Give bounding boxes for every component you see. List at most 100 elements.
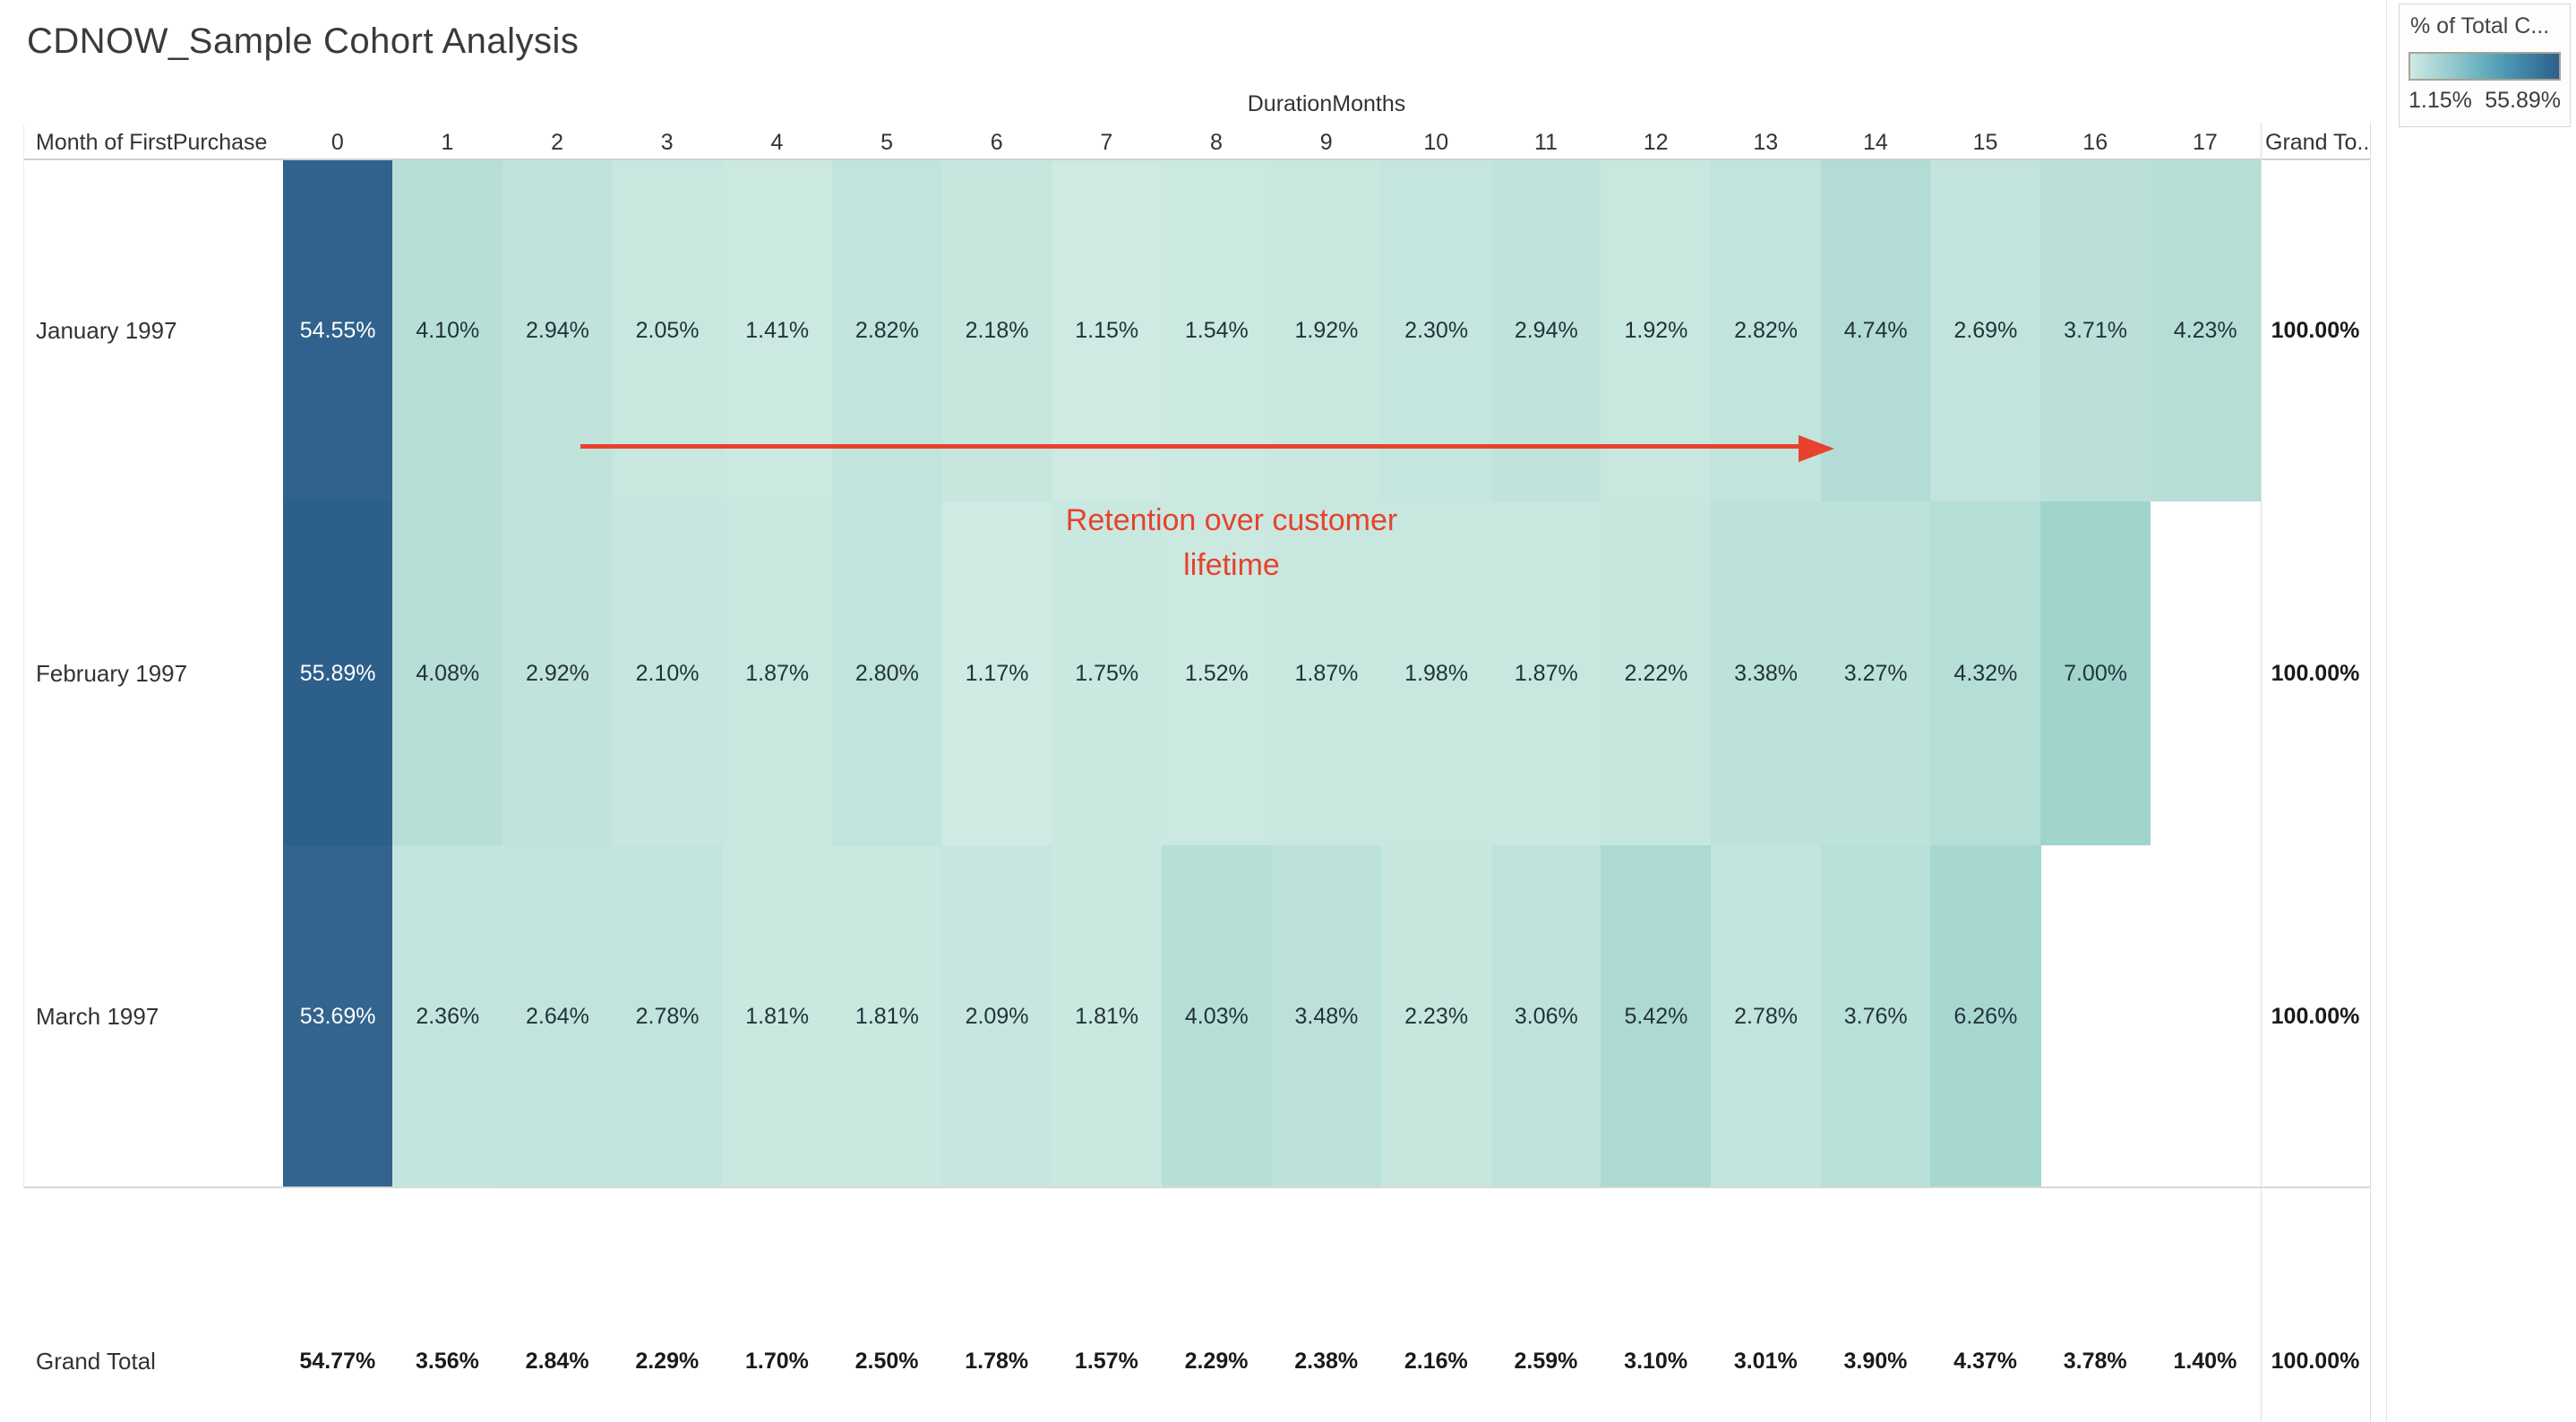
heatmap-cell-value: 1.92% <box>1294 318 1359 343</box>
heatmap-cell[interactable]: 1.75% <box>1052 501 1163 845</box>
heatmap-cell[interactable]: 1.92% <box>1271 159 1382 501</box>
column-header[interactable]: 1 <box>441 130 454 155</box>
pane-splitter[interactable] <box>2386 0 2387 1422</box>
heatmap-cell-value: 1.81% <box>854 1004 919 1029</box>
grand-total-row-label[interactable]: Grand Total <box>36 1348 156 1375</box>
heatmap-cell[interactable]: 4.10% <box>392 159 503 501</box>
heatmap-cell[interactable]: 4.03% <box>1161 845 1272 1187</box>
heatmap-cell[interactable]: 1.17% <box>941 501 1052 845</box>
heatmap-cell[interactable]: 1.87% <box>1490 501 1601 845</box>
annotation-text: Retention over customer lifetime <box>945 498 1518 587</box>
column-header[interactable]: 11 <box>1533 130 1558 155</box>
heatmap-cell[interactable]: 3.71% <box>2039 159 2151 501</box>
heatmap-cell[interactable]: 2.22% <box>1601 501 1712 845</box>
grand-total-cell-value: 2.59% <box>1514 1349 1578 1374</box>
heatmap-cell[interactable]: 3.76% <box>1820 845 1931 1187</box>
heatmap-cell[interactable]: 1.54% <box>1161 159 1272 501</box>
column-header[interactable]: 3 <box>660 130 674 155</box>
column-header[interactable]: 8 <box>1210 130 1223 155</box>
column-header[interactable]: 9 <box>1319 130 1333 155</box>
column-header[interactable]: 10 <box>1423 130 1449 155</box>
heatmap-cell[interactable]: 1.15% <box>1052 159 1163 501</box>
legend-min-label: 1.15% <box>2409 88 2472 113</box>
column-header[interactable]: 6 <box>990 130 1003 155</box>
heatmap-cell[interactable]: 1.81% <box>831 845 942 1187</box>
heatmap-cell-value: 2.82% <box>854 318 919 343</box>
row-label[interactable]: February 1997 <box>36 660 188 687</box>
grand-total-cell-value: 2.38% <box>1294 1349 1359 1374</box>
heatmap-cell[interactable]: 1.52% <box>1161 501 1272 845</box>
heatmap-cell-value: 53.69% <box>299 1004 376 1029</box>
heatmap-cell[interactable]: 2.82% <box>831 159 942 501</box>
grand-total-cell-value: 1.78% <box>965 1349 1029 1374</box>
heatmap-cell[interactable]: 3.06% <box>1490 845 1601 1187</box>
heatmap-cell[interactable]: 4.08% <box>392 501 503 845</box>
heatmap-cell[interactable]: 1.92% <box>1601 159 1712 501</box>
heatmap-cell[interactable]: 2.10% <box>612 501 723 845</box>
heatmap-cell[interactable]: 2.94% <box>502 159 614 501</box>
column-header[interactable]: 7 <box>1100 130 1113 155</box>
heatmap-cell[interactable]: 7.00% <box>2039 501 2151 845</box>
heatmap-cell-value: 1.54% <box>1184 318 1249 343</box>
column-header[interactable]: 13 <box>1753 130 1779 155</box>
heatmap-cell[interactable]: 2.80% <box>831 501 942 845</box>
heatmap-cell[interactable]: 2.78% <box>1710 845 1822 1187</box>
heatmap-cell[interactable]: 2.36% <box>392 845 503 1187</box>
column-header[interactable]: 16 <box>2082 130 2108 155</box>
heatmap-cell-value: 4.32% <box>1953 661 2018 686</box>
row-label[interactable]: January 1997 <box>36 317 177 344</box>
heatmap-cell-value: 2.05% <box>635 318 700 343</box>
heatmap-cell[interactable]: 2.78% <box>612 845 723 1187</box>
heatmap-cell[interactable]: 2.92% <box>502 501 614 845</box>
heatmap-cell[interactable]: 2.18% <box>941 159 1052 501</box>
heatmap-cell-value: 3.76% <box>1843 1004 1908 1029</box>
heatmap-cell[interactable]: 3.27% <box>1820 501 1931 845</box>
heatmap-cell-value: 3.38% <box>1734 661 1798 686</box>
column-header[interactable]: 14 <box>1863 130 1888 155</box>
heatmap-cell[interactable]: 1.87% <box>722 501 833 845</box>
heatmap-cell[interactable]: 1.98% <box>1381 501 1492 845</box>
heatmap-cell[interactable]: 1.87% <box>1271 501 1382 845</box>
column-header[interactable]: 4 <box>770 130 784 155</box>
row-dimension-header[interactable]: Month of FirstPurchase <box>36 130 268 155</box>
legend-max-label: 55.89% <box>2485 88 2561 113</box>
heatmap-cell[interactable]: 2.64% <box>502 845 614 1187</box>
column-header[interactable]: 2 <box>551 130 564 155</box>
column-header[interactable]: 12 <box>1643 130 1669 155</box>
heatmap-cell[interactable]: 4.32% <box>1930 501 2041 845</box>
annotation-arrow-line <box>580 444 1799 449</box>
heatmap-cell-value: 1.75% <box>1075 661 1139 686</box>
heatmap-cell-value: 1.52% <box>1184 661 1249 686</box>
heatmap-cell[interactable]: 54.55% <box>282 159 393 501</box>
heatmap-cell[interactable]: 6.26% <box>1930 845 2041 1187</box>
heatmap-cell[interactable]: 2.09% <box>941 845 1052 1187</box>
heatmap-cell-value: 1.81% <box>1075 1004 1139 1029</box>
row-label[interactable]: March 1997 <box>36 1003 159 1030</box>
heatmap-cell[interactable]: 3.48% <box>1271 845 1382 1187</box>
column-header[interactable]: 15 <box>1972 130 1998 155</box>
heatmap-cell-value: 2.22% <box>1624 661 1688 686</box>
heatmap-cell[interactable]: 2.94% <box>1490 159 1601 501</box>
column-header[interactable]: 5 <box>880 130 894 155</box>
column-header[interactable]: 0 <box>331 130 344 155</box>
heatmap-cell[interactable]: 1.81% <box>1052 845 1163 1187</box>
heatmap-cell[interactable]: 2.69% <box>1930 159 2041 501</box>
heatmap-cell[interactable]: 2.30% <box>1381 159 1492 501</box>
color-legend-card[interactable]: % of Total C... 1.15% 55.89% <box>2399 4 2571 127</box>
heatmap-cell[interactable]: 2.05% <box>612 159 723 501</box>
heatmap-cell[interactable]: 3.38% <box>1710 501 1822 845</box>
column-header[interactable]: 17 <box>2192 130 2218 155</box>
heatmap-cell[interactable]: 5.42% <box>1601 845 1712 1187</box>
heatmap-cell[interactable]: 53.69% <box>282 845 393 1187</box>
grand-total-right-border <box>2370 122 2371 1422</box>
heatmap-cell-value: 2.80% <box>854 661 919 686</box>
heatmap-cell[interactable]: 1.81% <box>722 845 833 1187</box>
heatmap-cell-value: 1.17% <box>965 661 1029 686</box>
heatmap-cell[interactable]: 2.23% <box>1381 845 1492 1187</box>
legend-gradient-bar[interactable] <box>2409 52 2561 81</box>
heatmap-cell[interactable]: 4.74% <box>1820 159 1931 501</box>
heatmap-cell[interactable]: 1.41% <box>722 159 833 501</box>
grand-total-cell-value: 1.57% <box>1074 1349 1138 1374</box>
heatmap-cell[interactable]: 55.89% <box>282 501 393 845</box>
heatmap-cell[interactable]: 4.23% <box>2150 159 2261 501</box>
